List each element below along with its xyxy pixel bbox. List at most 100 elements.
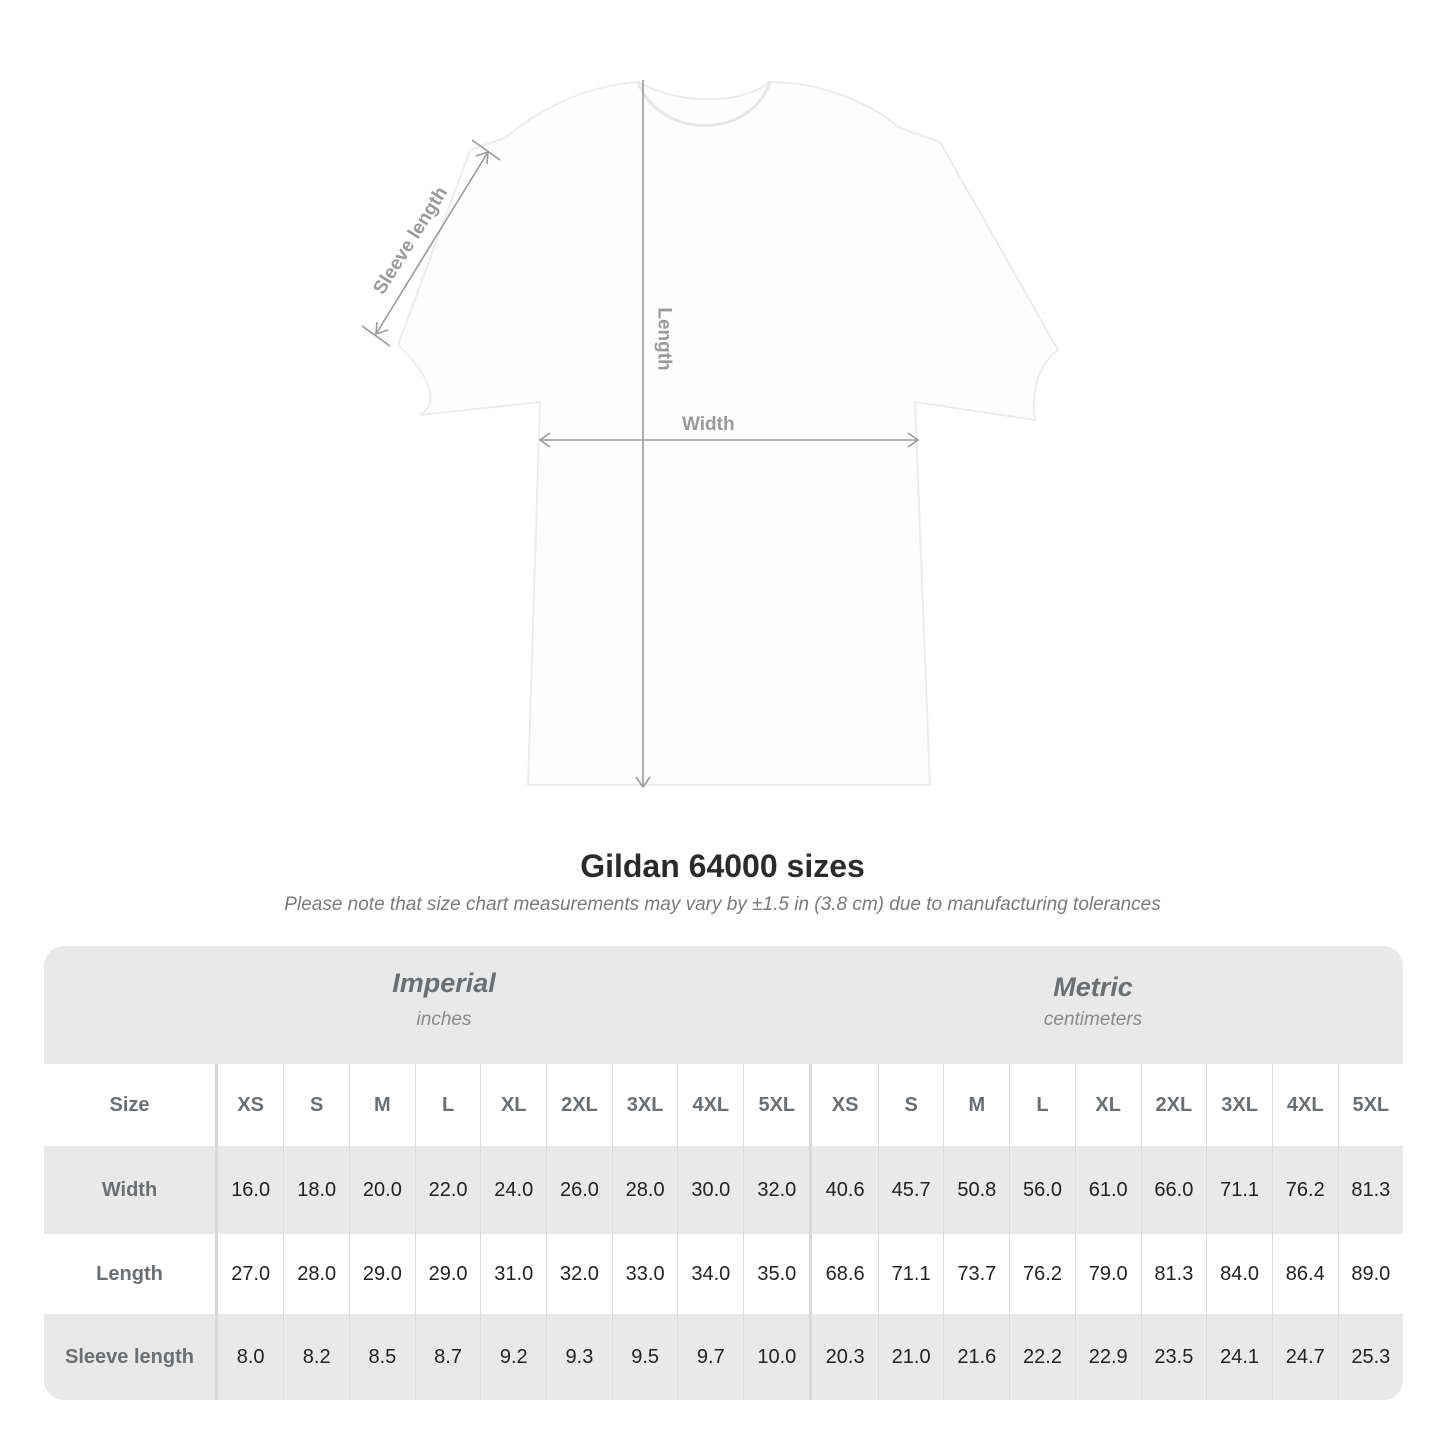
metric-value-cell: 73.7 xyxy=(943,1234,1010,1314)
imperial-unit: inches xyxy=(416,1009,472,1030)
metric-value-cell: 84.0 xyxy=(1206,1234,1273,1314)
width-label: Width xyxy=(682,414,735,435)
imperial-value-cell: 9.5 xyxy=(611,1314,678,1400)
tshirt-diagram xyxy=(361,80,1060,789)
metric-size-header: 5XL xyxy=(1337,1064,1403,1146)
table-row: Sleeve length 8.0 8.2 8.5 8.7 9.2 9.3 9.5 9.7 10.… xyxy=(44,1314,1403,1400)
imperial-value-cell: 10.0 xyxy=(743,1314,811,1400)
imperial-value-cell: 9.2 xyxy=(480,1314,547,1400)
sleeve-arrow-head-top xyxy=(475,150,489,165)
width-arrow-head-right xyxy=(907,432,920,448)
imperial-value-cell: 9.7 xyxy=(677,1314,744,1400)
imperial-value-cell: 32.0 xyxy=(743,1146,811,1234)
metric-size-header: L xyxy=(1009,1064,1076,1146)
metric-size-header: S xyxy=(877,1064,944,1146)
imperial-value-cell: 22.0 xyxy=(414,1146,481,1234)
metric-unit: centimeters xyxy=(1043,1009,1143,1030)
imperial-size-header: M xyxy=(349,1064,416,1146)
imperial-value-cell: 26.0 xyxy=(546,1146,613,1234)
sleeve-arrow-head-bottom xyxy=(375,321,389,336)
table-row: Width 16.0 18.0 20.0 22.0 24.0 26.0 28.0 30.0 32.… xyxy=(44,1146,1403,1234)
metric-size-header: M xyxy=(943,1064,1010,1146)
metric-value-cell: 86.4 xyxy=(1271,1234,1339,1314)
width-arrow-head-left xyxy=(538,432,551,448)
imperial-value-cell: 28.0 xyxy=(283,1234,350,1314)
imperial-value-cell: 8.2 xyxy=(283,1314,350,1400)
imperial-value-cell: 32.0 xyxy=(546,1234,613,1314)
metric-value-cell: 24.1 xyxy=(1206,1314,1273,1400)
imperial-value-cell: 34.0 xyxy=(677,1234,744,1314)
row-label: Length xyxy=(44,1234,218,1314)
table-header-row: Size XS S M L XL 2XL 3XL 4XL 5XL XS S M L XL 2XL 3XL 4XL 5… xyxy=(44,1064,1403,1146)
metric-title: Metric xyxy=(1053,972,1133,1002)
length-label: Length xyxy=(653,307,675,371)
metric-size-header: 3XL xyxy=(1206,1064,1273,1146)
imperial-size-header: S xyxy=(283,1064,350,1146)
imperial-value-cell: 18.0 xyxy=(283,1146,350,1234)
imperial-value-cell: 16.0 xyxy=(215,1146,284,1234)
metric-value-cell: 40.6 xyxy=(809,1146,879,1234)
imperial-value-cell: 24.0 xyxy=(480,1146,547,1234)
table-row: Length 27.0 28.0 29.0 29.0 31.0 32.0 33.0 34.0 35… xyxy=(44,1234,1403,1314)
metric-value-cell: 76.2 xyxy=(1271,1146,1339,1234)
metric-value-cell: 22.9 xyxy=(1074,1314,1142,1400)
row-label: Sleeve length xyxy=(44,1314,218,1400)
metric-size-header: 2XL xyxy=(1140,1064,1207,1146)
imperial-value-cell: 31.0 xyxy=(480,1234,547,1314)
page-title: Gildan 64000 sizes xyxy=(580,848,865,884)
imperial-value-cell: 8.5 xyxy=(349,1314,416,1400)
row-label: Width xyxy=(44,1146,218,1234)
metric-value-cell: 61.0 xyxy=(1074,1146,1142,1234)
tolerance-note: Please note that size chart measurements… xyxy=(284,894,1161,915)
metric-size-header: XL xyxy=(1074,1064,1142,1146)
imperial-size-header: XL xyxy=(480,1064,547,1146)
metric-value-cell: 71.1 xyxy=(1206,1146,1273,1234)
metric-value-cell: 25.3 xyxy=(1337,1314,1403,1400)
size-table: Size XS S M L XL 2XL 3XL 4XL 5XL XS S M L XL 2XL 3XL 4XL 5… xyxy=(44,1064,1403,1400)
imperial-size-header: 2XL xyxy=(546,1064,613,1146)
sleeve-arrow-cap-top xyxy=(471,139,501,161)
imperial-value-cell: 33.0 xyxy=(611,1234,678,1314)
metric-value-cell: 81.3 xyxy=(1337,1146,1403,1234)
metric-value-cell: 50.8 xyxy=(943,1146,1010,1234)
metric-value-cell: 21.0 xyxy=(877,1314,944,1400)
metric-value-cell: 66.0 xyxy=(1140,1146,1207,1234)
metric-value-cell: 24.7 xyxy=(1271,1314,1339,1400)
imperial-value-cell: 9.3 xyxy=(546,1314,613,1400)
imperial-title: Imperial xyxy=(392,968,496,998)
metric-size-header: XS xyxy=(809,1064,879,1146)
imperial-value-cell: 29.0 xyxy=(349,1234,416,1314)
metric-value-cell: 22.2 xyxy=(1009,1314,1076,1400)
size-table-panel: Imperial inches Metric centimeters Size X… xyxy=(44,946,1403,1400)
imperial-size-header: 4XL xyxy=(677,1064,744,1146)
metric-value-cell: 20.3 xyxy=(809,1314,879,1400)
metric-value-cell: 21.6 xyxy=(943,1314,1010,1400)
tshirt-collar xyxy=(636,81,772,127)
metric-header: Metric centimeters xyxy=(943,972,1243,1031)
imperial-value-cell: 28.0 xyxy=(611,1146,678,1234)
metric-size-header: 4XL xyxy=(1271,1064,1339,1146)
metric-value-cell: 76.2 xyxy=(1009,1234,1076,1314)
metric-value-cell: 68.6 xyxy=(809,1234,879,1314)
imperial-value-cell: 30.0 xyxy=(677,1146,744,1234)
size-header-label: Size xyxy=(44,1064,218,1146)
imperial-value-cell: 35.0 xyxy=(743,1234,811,1314)
imperial-value-cell: 8.0 xyxy=(215,1314,284,1400)
imperial-value-cell: 27.0 xyxy=(215,1234,284,1314)
imperial-header: Imperial inches xyxy=(294,968,594,1031)
length-arrow-head-bottom xyxy=(635,776,651,789)
imperial-value-cell: 29.0 xyxy=(414,1234,481,1314)
metric-value-cell: 56.0 xyxy=(1009,1146,1076,1234)
metric-value-cell: 89.0 xyxy=(1337,1234,1403,1314)
metric-value-cell: 81.3 xyxy=(1140,1234,1207,1314)
metric-value-cell: 79.0 xyxy=(1074,1234,1142,1314)
tshirt-image xyxy=(396,80,1060,786)
metric-value-cell: 23.5 xyxy=(1140,1314,1207,1400)
metric-value-cell: 71.1 xyxy=(877,1234,944,1314)
imperial-size-header: XS xyxy=(215,1064,284,1146)
imperial-size-header: L xyxy=(414,1064,481,1146)
imperial-size-header: 5XL xyxy=(743,1064,811,1146)
sleeve-arrow xyxy=(375,151,489,335)
imperial-size-header: 3XL xyxy=(611,1064,678,1146)
metric-value-cell: 45.7 xyxy=(877,1146,944,1234)
